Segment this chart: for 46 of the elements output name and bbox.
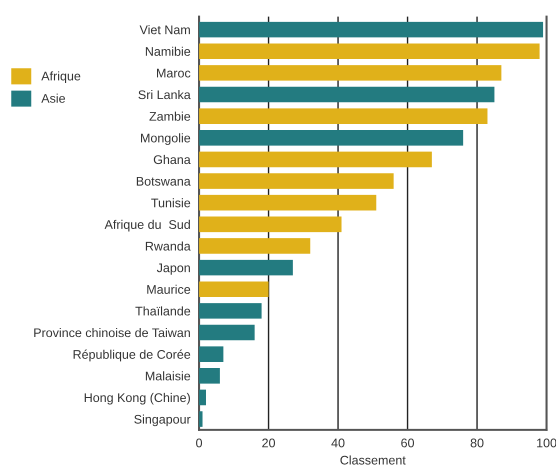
legend-label: Afrique bbox=[41, 71, 80, 83]
bar bbox=[199, 86, 494, 102]
x-tick-label: 40 bbox=[331, 438, 345, 448]
y-tick-label: Hong Kong (Chine) bbox=[84, 392, 190, 405]
legend-label: Asie bbox=[41, 94, 66, 103]
bar bbox=[199, 346, 224, 362]
x-tick-label: 0 bbox=[196, 438, 202, 448]
y-tick-label: Maroc bbox=[157, 68, 190, 78]
bar bbox=[199, 324, 255, 340]
y-tick-label: Tunisie bbox=[151, 198, 190, 208]
y-tick-label: Zambie bbox=[149, 112, 190, 121]
bar bbox=[199, 173, 394, 189]
bar bbox=[199, 108, 488, 124]
y-tick-label: Rwanda bbox=[146, 241, 191, 251]
y-tick-label: Japon bbox=[156, 264, 190, 275]
bar bbox=[199, 303, 262, 319]
bar bbox=[199, 194, 376, 210]
x-tick-label: 100 bbox=[537, 438, 556, 448]
bar bbox=[199, 390, 206, 406]
bar bbox=[199, 152, 432, 168]
y-tick-label: Mongolie bbox=[141, 133, 190, 145]
y-tick-label: Viet Nam bbox=[140, 25, 190, 34]
bar bbox=[199, 43, 540, 60]
x-tick-label: 60 bbox=[401, 438, 414, 448]
y-tick-label: République de Corée bbox=[74, 350, 190, 362]
y-tick-label: Ghana bbox=[154, 154, 191, 164]
y-tick-label: Afrique du Sud bbox=[104, 220, 190, 232]
bar bbox=[199, 238, 310, 254]
y-tick-label: Maurice bbox=[147, 284, 190, 294]
bar bbox=[199, 368, 220, 384]
y-tick-label: Namibie bbox=[146, 46, 190, 56]
bar bbox=[199, 260, 293, 276]
x-tick-label: 80 bbox=[470, 438, 484, 448]
y-tick-label: Singapour bbox=[134, 414, 191, 426]
bar bbox=[199, 281, 269, 298]
bar bbox=[199, 130, 464, 146]
y-tick-label: Thaïlande bbox=[135, 306, 190, 316]
y-tick-label: Sri Lanka bbox=[138, 90, 191, 100]
x-tick-label: 20 bbox=[262, 438, 276, 448]
y-tick-label: Botswana bbox=[136, 176, 191, 186]
bar bbox=[199, 216, 342, 232]
x-axis-title: Classement bbox=[340, 455, 406, 465]
bar bbox=[199, 22, 544, 38]
y-tick-label: Malaisie bbox=[146, 371, 190, 380]
y-tick-label: Province chinoise de Taiwan bbox=[34, 328, 190, 338]
bar bbox=[199, 65, 502, 81]
